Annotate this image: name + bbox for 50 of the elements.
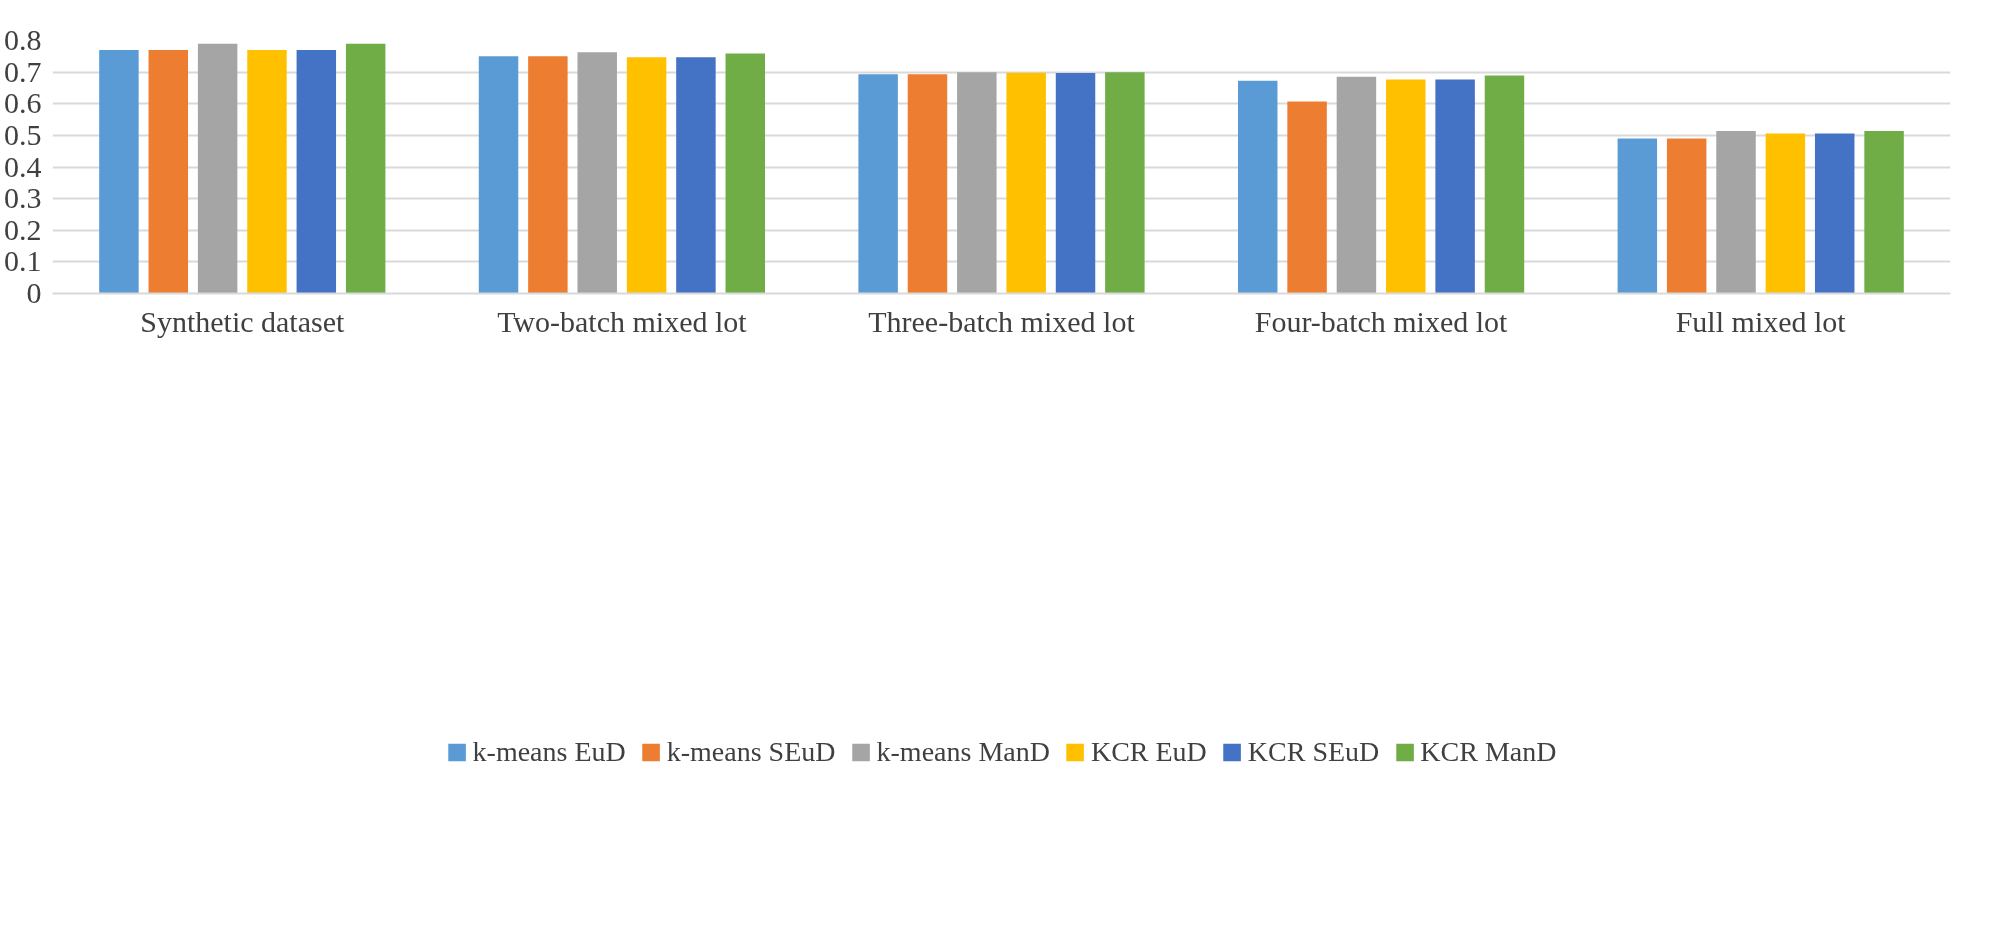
bar <box>858 74 898 294</box>
bar <box>725 53 766 294</box>
y-tick-label: 0 <box>26 276 42 309</box>
bar <box>676 57 716 294</box>
bar <box>1864 130 1904 294</box>
bar <box>197 43 238 294</box>
y-tick-label: 0.2 <box>4 212 42 246</box>
bar <box>528 56 568 294</box>
y-tick-label: 0.6 <box>4 86 42 120</box>
bar <box>907 74 948 294</box>
bar <box>478 56 519 294</box>
bar <box>1386 79 1426 294</box>
bar <box>1765 133 1806 294</box>
y-tick-label: 0.1 <box>4 244 42 278</box>
bar <box>1617 138 1658 294</box>
y-tick-label: 0.4 <box>4 149 42 183</box>
bar <box>345 43 386 294</box>
bar <box>148 49 189 294</box>
bar <box>1814 133 1855 294</box>
y-tick-label: 0.5 <box>4 117 42 151</box>
bar <box>577 52 617 294</box>
bar <box>247 49 287 294</box>
y-tick-label: 0.3 <box>4 181 42 215</box>
x-tick-label: Full mixed lot <box>1675 304 1847 338</box>
bar <box>1666 138 1707 294</box>
bar <box>1105 72 1145 294</box>
bar <box>99 49 139 294</box>
legend-label: k-means EuD <box>472 736 626 768</box>
legend-label: KCR ManD <box>1420 736 1557 768</box>
legend-label: k-means SEuD <box>666 736 836 768</box>
bar <box>1336 76 1377 294</box>
y-tick-label: 0.8 <box>4 23 42 56</box>
bar <box>957 72 997 294</box>
legend-label: KCR SEuD <box>1247 736 1380 768</box>
x-tick-label: Three-batch mixed lot <box>868 304 1136 338</box>
y-tick-label: 0.7 <box>4 54 42 88</box>
bar <box>296 49 337 294</box>
bar <box>1435 79 1475 294</box>
legend-label: k-means ManD <box>876 736 1050 768</box>
bar <box>626 57 667 294</box>
x-tick-label: Synthetic dataset <box>140 304 346 338</box>
bar <box>1287 101 1327 294</box>
bar <box>1716 130 1756 294</box>
bar <box>1006 72 1046 294</box>
bar <box>1055 73 1096 294</box>
bar <box>1484 75 1525 294</box>
bar <box>1237 80 1278 294</box>
x-tick-label: Four-batch mixed lot <box>1254 304 1509 338</box>
x-tick-label: Two-batch mixed lot <box>497 304 748 338</box>
legend-label: KCR EuD <box>1090 736 1207 768</box>
